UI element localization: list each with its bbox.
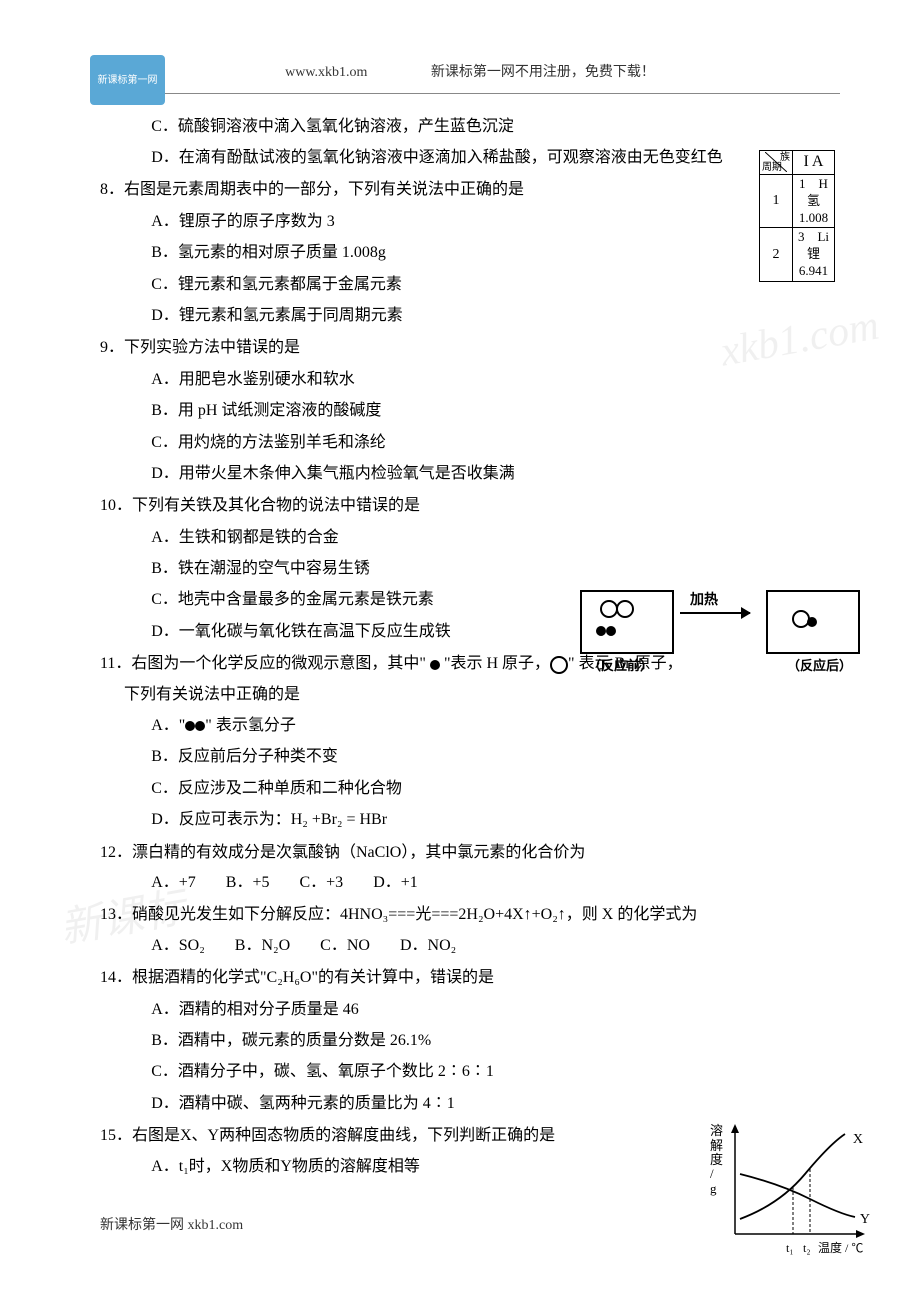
- q10-a: A．生铁和钢都是铁的合金: [151, 523, 840, 553]
- q13-stem: 13．硝酸见光发生如下分解反应：4HNO₃===光===2H₂O+4X↑+O₂↑…: [124, 900, 840, 930]
- t2-label: t₂: [803, 1237, 811, 1260]
- q12-a: A．+7: [151, 874, 196, 891]
- q8-b: B．氢元素的相对原子质量 1.008g: [151, 238, 840, 268]
- orphan-options: C．硫酸铜溶液中滴入氢氧化钠溶液，产生蓝色沉淀 D．在滴有酚酞试液的氢氧化钠溶液…: [100, 112, 840, 174]
- ylabel: 溶解度/g: [710, 1124, 723, 1195]
- xlabel: 温度 / ℃: [818, 1237, 863, 1260]
- pt-row2: 2: [759, 228, 792, 282]
- q13-options: A．SO₂ B．N₂O C．NO D．NO₂: [100, 931, 840, 961]
- q9-b: B．用 pH 试纸测定溶液的酸碱度: [151, 396, 840, 426]
- arrow-label: 加热: [690, 588, 718, 615]
- q9-d: D．用带火星木条伸入集气瓶内检验氧气是否收集满: [151, 459, 840, 489]
- header-links: www.xkb1.om 新课标第一网不用注册，免费下载！: [100, 60, 840, 94]
- site-logo: 新课标第一网: [90, 55, 165, 105]
- q14-c: C．酒精分子中，碳、氢、氧原子个数比 2∶6∶1: [151, 1057, 840, 1087]
- option-c: C．硫酸铜溶液中滴入氢氧化钠溶液，产生蓝色沉淀: [151, 112, 840, 142]
- q8-d: D．锂元素和氢元素属于同周期元素: [151, 301, 840, 331]
- q8-c: C．锂元素和氢元素都属于金属元素: [151, 270, 840, 300]
- q12-d: D．+1: [373, 874, 418, 891]
- q11-b: B．反应前后分子种类不变: [151, 742, 840, 772]
- question-14: 14．根据酒精的化学式"C₂H₆O"的有关计算中，错误的是 A．酒精的相对分子质…: [100, 963, 840, 1119]
- q9-a: A．用肥皂水鉴别硬水和软水: [151, 365, 840, 395]
- site-url: www.xkb1.om: [285, 65, 367, 80]
- q12-stem: 12．漂白精的有效成分是次氯酸钠（NaClO），其中氯元素的化合价为: [124, 838, 840, 868]
- pt-col-ia: I A: [792, 151, 834, 175]
- q14-a: A．酒精的相对分子质量是 46: [151, 995, 840, 1025]
- question-12: 12．漂白精的有效成分是次氯酸钠（NaClO），其中氯元素的化合价为 A．+7 …: [100, 838, 840, 899]
- q9-stem: 9．下列实验方法中错误的是: [124, 333, 840, 363]
- q14-d: D．酒精中碳、氢两种元素的质量比为 4∶1: [151, 1089, 840, 1119]
- q10-stem: 10．下列有关铁及其化合物的说法中错误的是: [124, 491, 840, 521]
- t1-label: t₁: [786, 1237, 794, 1260]
- y-curve-label: Y: [860, 1207, 870, 1234]
- periodic-table-figure: 族 周期 I A 1 1 H 氢 1.008 2 3 Li 锂 6.941: [759, 150, 835, 282]
- after-label: （反应后）: [787, 654, 852, 679]
- question-8: 8．右图是元素周期表中的一部分，下列有关说法中正确的是 A．锂原子的原子序数为 …: [100, 175, 840, 331]
- before-label: （反应前）: [588, 654, 653, 679]
- solubility-curve-figure: 溶解度/g X Y t₁ t₂ 温度 / ℃: [710, 1119, 875, 1259]
- q11-d: D．反应可表示为：H₂ +Br₂ = HBr: [151, 805, 840, 835]
- question-13: 13．硝酸见光发生如下分解反应：4HNO₃===光===2H₂O+4X↑+O₂↑…: [100, 900, 840, 961]
- q14-b: B．酒精中，碳元素的质量分数是 26.1%: [151, 1026, 840, 1056]
- q10-b: B．铁在潮湿的空气中容易生锈: [151, 554, 840, 584]
- q9-c: C．用灼烧的方法鉴别羊毛和涤纶: [151, 428, 840, 458]
- q13-c: C．NO: [320, 937, 370, 954]
- option-d: D．在滴有酚酞试液的氢氧化钠溶液中逐滴加入稀盐酸，可观察溶液由无色变红色: [151, 143, 840, 173]
- q12-c: C．+3: [299, 874, 343, 891]
- x-curve-label: X: [853, 1127, 863, 1154]
- q11-c: C．反应涉及二种单质和二种化合物: [151, 774, 840, 804]
- q8-a: A．锂原子的原子序数为 3: [151, 207, 840, 237]
- pt-corner: 族 周期: [759, 151, 792, 175]
- q14-stem: 14．根据酒精的化学式"C₂H₆O"的有关计算中，错误的是: [124, 963, 840, 993]
- question-9: 9．下列实验方法中错误的是 A．用肥皂水鉴别硬水和软水 B．用 pH 试纸测定溶…: [100, 333, 840, 489]
- reaction-after-box: [766, 590, 860, 654]
- pt-cell-li: 3 Li 锂 6.941: [792, 228, 834, 282]
- q12-options: A．+7 B．+5 C．+3 D．+1: [100, 868, 840, 898]
- site-tagline: 新课标第一网不用注册，免费下载！: [431, 65, 655, 80]
- reaction-diagram: 加热 （反应前） （反应后）: [580, 590, 860, 690]
- q13-b: B．N₂O: [235, 937, 290, 954]
- q13-a: A．SO₂: [151, 937, 205, 954]
- q8-stem: 8．右图是元素周期表中的一部分，下列有关说法中正确的是: [124, 175, 840, 205]
- q12-b: B．+5: [226, 874, 270, 891]
- page-header: 新课标第一网 www.xkb1.om 新课标第一网不用注册，免费下载！: [100, 60, 840, 94]
- q11-a: A．"" 表示氢分子: [151, 711, 840, 741]
- reaction-before-box: [580, 590, 674, 654]
- pt-row1: 1: [759, 174, 792, 228]
- q13-d: D．NO₂: [400, 937, 456, 954]
- pt-cell-h: 1 H 氢 1.008: [792, 174, 834, 228]
